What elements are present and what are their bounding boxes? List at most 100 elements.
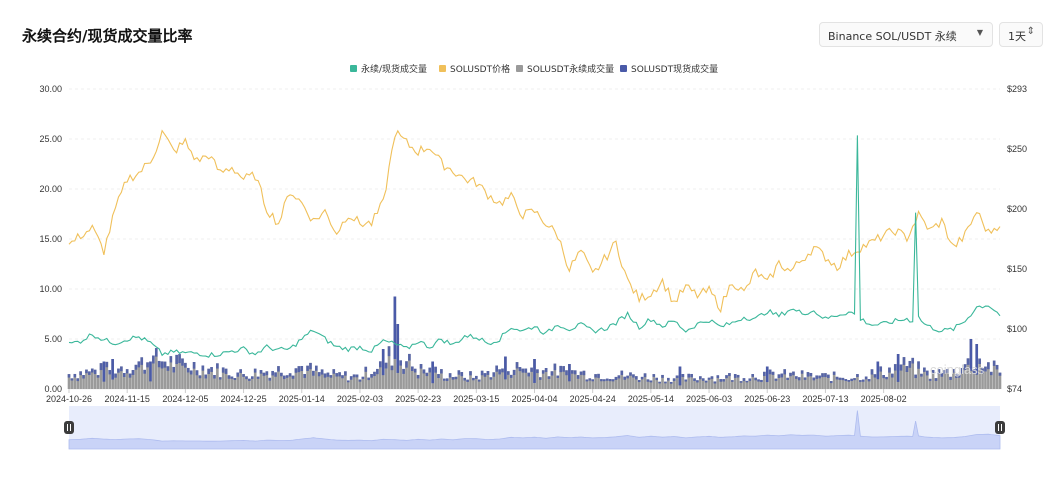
spot-volume-bar bbox=[416, 374, 420, 379]
interval-select[interactable]: 1天 ⇕ bbox=[999, 22, 1043, 47]
spot-volume-bar bbox=[114, 373, 117, 378]
perp-volume-bar bbox=[248, 378, 251, 389]
navigator-handle[interactable] bbox=[995, 421, 1005, 434]
perp-volume-bar bbox=[719, 379, 723, 389]
interval-select-value: 1天 bbox=[1008, 30, 1026, 43]
perp-volume-bar bbox=[815, 375, 819, 389]
spot-volume-bar bbox=[928, 378, 932, 381]
spot-volume-bar bbox=[346, 380, 350, 383]
perp-volume-bar bbox=[637, 380, 641, 389]
perp-volume-bar bbox=[210, 367, 213, 389]
pair-select[interactable]: Binance SOL/USDT 永续 ▼ bbox=[819, 22, 993, 47]
perp-volume-bar bbox=[317, 372, 321, 389]
spot-volume-bar bbox=[667, 377, 670, 381]
spot-volume-bar bbox=[134, 364, 138, 370]
perp-volume-bar bbox=[451, 377, 455, 389]
perp-volume-bar bbox=[987, 362, 990, 389]
legend-label: 永续/现货成交量 bbox=[361, 63, 427, 75]
perp-volume-bar bbox=[143, 369, 146, 389]
perp-volume-bar bbox=[623, 376, 626, 389]
legend-label: SOLUSDT永续成交量 bbox=[527, 63, 614, 75]
perp-volume-bar bbox=[955, 374, 958, 389]
spot-volume-bar bbox=[70, 378, 74, 381]
spot-volume-bar bbox=[262, 372, 266, 376]
spot-volume-bar bbox=[594, 374, 597, 378]
perp-volume-bar bbox=[483, 373, 487, 389]
perp-volume-bar bbox=[434, 366, 437, 389]
perp-volume-bar bbox=[169, 356, 173, 389]
navigator-handle[interactable] bbox=[64, 421, 74, 434]
perp-volume-bar bbox=[806, 372, 810, 389]
perp-volume-bar bbox=[253, 368, 257, 389]
spot-volume-bar bbox=[163, 361, 167, 368]
spot-volume-bar bbox=[213, 374, 216, 379]
perp-volume-bar bbox=[306, 365, 309, 389]
perp-volume-bar bbox=[402, 368, 405, 389]
right-tick-label: $100 bbox=[1007, 324, 1027, 334]
x-tick-label: 2025-04-04 bbox=[511, 394, 557, 404]
perp-volume-bar bbox=[515, 362, 519, 389]
spot-volume-bar bbox=[643, 373, 647, 378]
spot-volume-bar bbox=[847, 380, 851, 382]
perp-volume-bar bbox=[786, 377, 789, 389]
spot-volume-bar bbox=[149, 361, 152, 382]
perp-volume-bar bbox=[611, 379, 615, 389]
spot-volume-bar bbox=[914, 374, 917, 379]
x-tick-label: 2024-12-25 bbox=[221, 394, 267, 404]
perp-volume-bar bbox=[207, 368, 210, 389]
perp-volume-bar bbox=[512, 369, 516, 389]
perp-volume-bar bbox=[93, 369, 97, 389]
perp-volume-bar bbox=[797, 377, 801, 389]
spot-volume-bar bbox=[297, 366, 301, 373]
spot-volume-bar bbox=[696, 380, 699, 383]
perp-volume-bar bbox=[981, 367, 984, 389]
spot-volume-bar bbox=[739, 381, 743, 383]
spot-volume-bar bbox=[547, 376, 551, 379]
spot-volume-bar bbox=[306, 365, 309, 371]
perp-volume-bar bbox=[832, 371, 836, 389]
perp-volume-bar bbox=[699, 376, 702, 389]
spot-volume-bar bbox=[780, 373, 784, 378]
perp-volume-bar bbox=[274, 372, 277, 389]
spot-volume-bar bbox=[285, 375, 289, 378]
perp-volume-bar bbox=[440, 369, 443, 389]
perp-volume-bar bbox=[181, 358, 184, 389]
perp-volume-bar bbox=[419, 364, 423, 389]
perp-volume-bar bbox=[376, 368, 379, 389]
spot-volume-bar bbox=[76, 378, 80, 382]
spot-volume-bar bbox=[443, 378, 446, 381]
perp-volume-bar bbox=[157, 360, 161, 389]
spot-volume-bar bbox=[122, 373, 126, 377]
spot-volume-bar bbox=[582, 370, 586, 376]
perp-volume-bar bbox=[690, 373, 693, 389]
perp-volume-bar bbox=[338, 372, 341, 389]
spot-volume-bar bbox=[329, 375, 333, 378]
perp-volume-bar bbox=[172, 366, 176, 389]
perp-volume-bar bbox=[341, 375, 344, 389]
spot-volume-bar bbox=[620, 370, 624, 376]
spot-volume-bar bbox=[259, 370, 263, 374]
range-navigator[interactable] bbox=[64, 406, 1005, 450]
spot-volume-bar bbox=[789, 372, 792, 377]
perp-volume-bar bbox=[346, 380, 350, 389]
perp-volume-bar bbox=[175, 354, 178, 389]
perp-volume-bar bbox=[667, 377, 670, 389]
spot-volume-bar bbox=[224, 368, 228, 374]
perp-volume-bar bbox=[245, 376, 248, 389]
spot-volume-bar bbox=[998, 372, 1002, 376]
perp-volume-bar bbox=[617, 375, 621, 389]
spot-volume-bar bbox=[987, 362, 990, 370]
spot-volume-bar bbox=[73, 373, 77, 378]
perp-volume-bar bbox=[160, 361, 164, 389]
spot-volume-bar bbox=[978, 358, 981, 364]
perp-volume-bar bbox=[475, 375, 478, 389]
spot-volume-bar bbox=[169, 356, 173, 363]
spot-volume-bar bbox=[117, 368, 120, 373]
perp-volume-bar bbox=[224, 368, 228, 389]
perp-volume-bar bbox=[122, 373, 126, 389]
perp-volume-bar bbox=[457, 370, 461, 389]
left-tick-label: 20.00 bbox=[39, 184, 62, 194]
perp-volume-bar bbox=[480, 370, 484, 389]
perp-volume-bar bbox=[140, 357, 144, 389]
perp-volume-bar bbox=[937, 369, 941, 389]
